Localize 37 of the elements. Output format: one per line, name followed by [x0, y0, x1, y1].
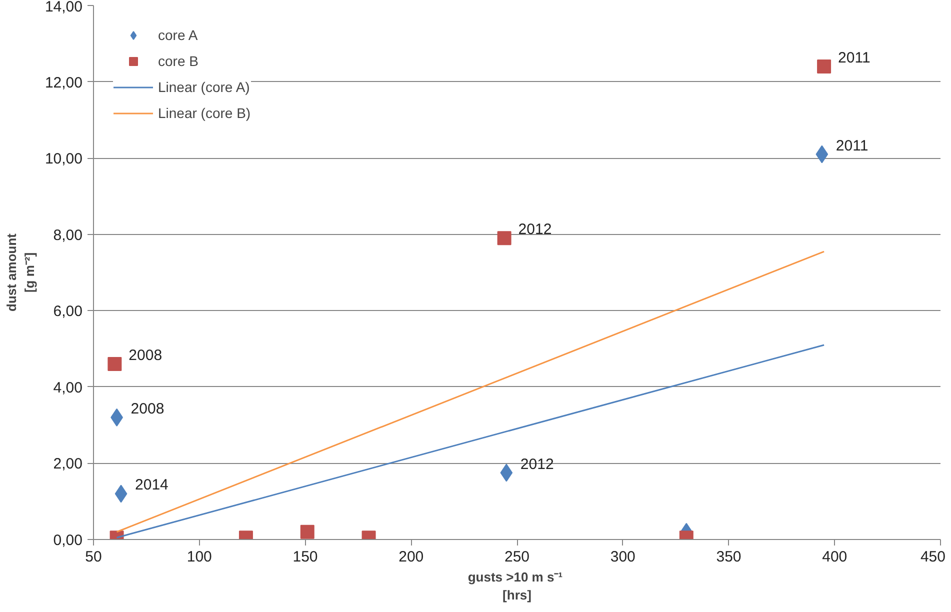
point: [497, 231, 512, 246]
y-tick-label: 10,00: [44, 150, 83, 168]
x-tick-label: 50: [85, 548, 102, 566]
y-tick-label: 12,00: [44, 74, 83, 92]
annotation: 2014: [135, 476, 168, 494]
y-tick-label: 4,00: [53, 379, 83, 396]
y-tick-label: 8,00: [53, 226, 83, 244]
y-axis-title: dust amount [g m⁻²]: [4, 232, 37, 312]
x-tick-label: 150: [292, 548, 318, 566]
legend-label: core B: [158, 53, 198, 69]
x-tick-label: 200: [398, 548, 424, 566]
point: [300, 524, 314, 539]
annotation: 2008: [128, 347, 162, 364]
x-tick-label: 450: [920, 548, 946, 566]
y-tick-label: 6,00: [53, 303, 83, 320]
y-tick-label: 14,00: [44, 0, 83, 16]
point: [114, 484, 128, 503]
annotation: 2012: [518, 221, 552, 238]
point: [108, 357, 122, 372]
x-tick-label: 100: [186, 548, 212, 566]
legend-label: core A: [158, 27, 198, 43]
point: [816, 145, 828, 164]
x-tick-label: 250: [504, 548, 530, 566]
y-tick-label: 0,00: [53, 532, 83, 549]
annotation: 2012: [520, 456, 554, 473]
legend-label: Linear (core A): [158, 79, 250, 95]
x-tick-label: 400: [822, 548, 848, 566]
annotation: 2011: [836, 137, 868, 154]
point: [817, 60, 832, 74]
x-tick-label: 350: [716, 548, 742, 566]
point: [500, 464, 513, 482]
x-axis-title: gusts >10 m s⁻¹ [hrs]: [468, 570, 563, 602]
x-tick-label: 300: [610, 548, 636, 566]
annotation: 2011: [838, 50, 870, 67]
legend-label: Linear (core B): [158, 105, 251, 121]
annotation: 2008: [130, 400, 164, 418]
y-tick-label: 2,00: [53, 456, 83, 473]
